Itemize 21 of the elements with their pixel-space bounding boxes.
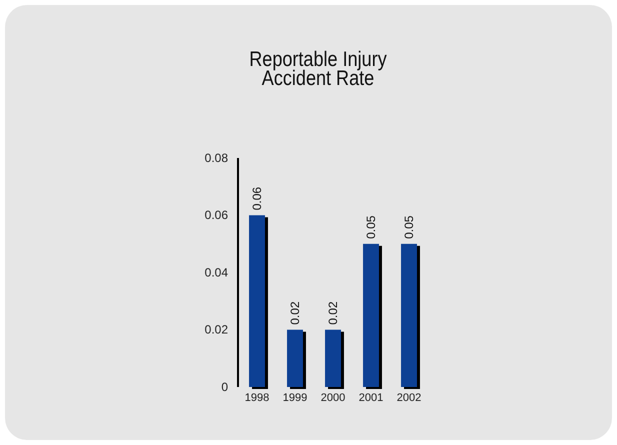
data-label: 0.05 <box>364 215 378 239</box>
data-label: 0.05 <box>402 215 416 239</box>
bar <box>287 330 303 387</box>
bar <box>249 215 265 387</box>
y-tick-label: 0.04 <box>204 265 228 280</box>
bar <box>363 244 379 387</box>
x-tick-label: 2000 <box>320 392 346 404</box>
bar <box>325 330 341 387</box>
data-label: 0.02 <box>326 301 340 325</box>
y-tick-label: 0.06 <box>204 208 228 222</box>
bar <box>401 244 417 387</box>
y-tick-label: 0.02 <box>204 322 228 337</box>
y-tick-label: 0.08 <box>204 150 228 165</box>
data-label: 0.02 <box>288 301 302 325</box>
x-tick-label: 1998 <box>244 392 270 404</box>
x-tick-label: 1999 <box>282 392 308 404</box>
x-tick-label: 2001 <box>358 392 384 404</box>
x-tick-label: 2002 <box>396 392 422 404</box>
y-tick-label: 0 <box>221 380 228 394</box>
chart-title: Reportable Injury Accident Rate <box>249 48 387 90</box>
data-label: 0.06 <box>250 186 264 210</box>
